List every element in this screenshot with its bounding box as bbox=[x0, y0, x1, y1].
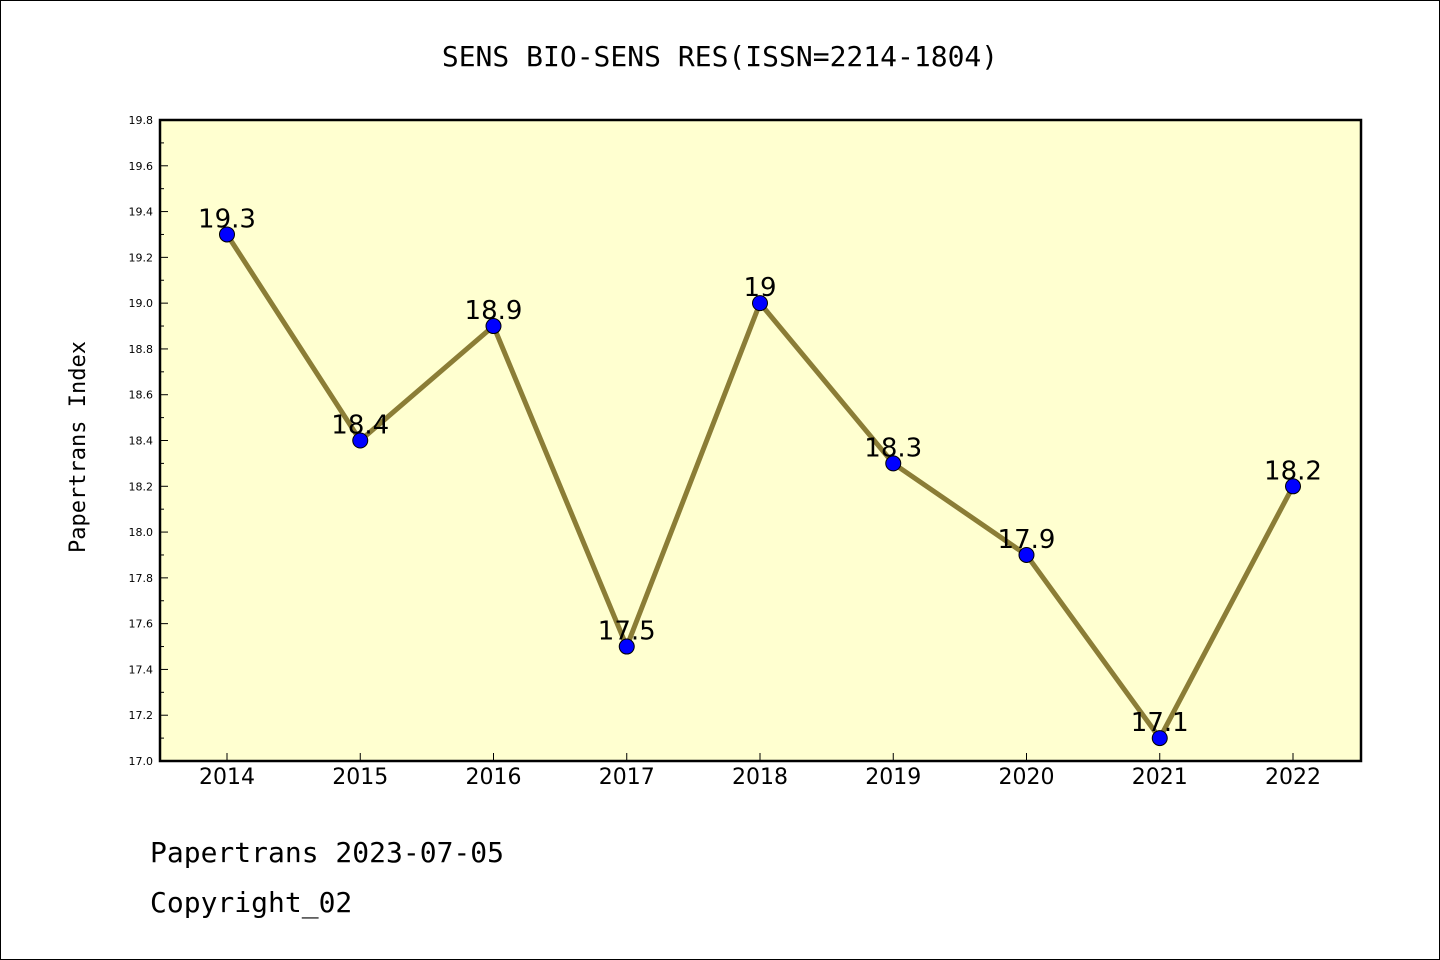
x-tick-label: 2017 bbox=[599, 765, 655, 790]
data-point bbox=[219, 226, 235, 243]
y-tick-label: 19.6 bbox=[129, 160, 154, 173]
y-tick-label: 18.6 bbox=[129, 389, 154, 402]
footer-copyright: Copyright_02 bbox=[150, 886, 353, 919]
data-label: 19 bbox=[743, 273, 776, 303]
data-point bbox=[1285, 478, 1301, 495]
y-tick-label: 18.4 bbox=[129, 435, 154, 448]
y-tick-label: 19.8 bbox=[129, 114, 154, 127]
footer-date-line: Papertrans 2023-07-05 bbox=[150, 836, 505, 869]
y-tick-label: 18.8 bbox=[129, 343, 154, 356]
x-tick-label: 2020 bbox=[999, 765, 1055, 790]
data-label: 18.4 bbox=[331, 411, 389, 441]
data-point bbox=[752, 295, 768, 312]
x-tick-label: 2018 bbox=[732, 765, 788, 790]
chart-title: SENS BIO-SENS RES(ISSN=2214-1804) bbox=[442, 40, 998, 73]
x-tick-label: 2019 bbox=[865, 765, 921, 790]
data-point bbox=[1151, 730, 1168, 747]
data-labels: 19.3 18.4 18.9 17.5 19 18.3 17.9 17.1 18.2 bbox=[198, 204, 1322, 738]
data-label: 18.3 bbox=[864, 433, 922, 463]
y-tick-label: 19.4 bbox=[129, 206, 154, 219]
data-point bbox=[352, 432, 369, 449]
y-axis-label: Papertrans Index bbox=[66, 341, 91, 553]
y-tick-label: 19.0 bbox=[129, 297, 154, 310]
x-tick-label: 2016 bbox=[466, 765, 522, 790]
plot-border bbox=[158, 118, 1363, 763]
data-label: 19.3 bbox=[198, 204, 256, 234]
y-tick-label: 17.2 bbox=[129, 709, 154, 722]
y-tick-label: 17.8 bbox=[129, 572, 154, 585]
x-tick-label: 2015 bbox=[332, 765, 388, 790]
y-axis: 17.0 17.2 17.4 17.6 17.8 18.0 18.2 18.4 18.6 18.8… bbox=[129, 114, 168, 768]
data-label: 17.5 bbox=[598, 617, 656, 647]
y-tick-label: 18.2 bbox=[129, 480, 154, 493]
data-point bbox=[885, 455, 902, 472]
y-tick-label: 17.0 bbox=[129, 755, 154, 768]
data-label: 18.9 bbox=[465, 296, 523, 326]
x-tick-label: 2014 bbox=[199, 765, 255, 790]
y-tick-label: 19.2 bbox=[129, 251, 154, 264]
data-point bbox=[485, 318, 502, 335]
data-point bbox=[1018, 546, 1035, 563]
x-tick-label: 2022 bbox=[1265, 765, 1321, 790]
plot-area bbox=[160, 120, 1361, 761]
data-label: 17.1 bbox=[1131, 708, 1189, 738]
data-label: 17.9 bbox=[998, 525, 1056, 555]
data-point bbox=[618, 638, 635, 655]
series-group bbox=[219, 226, 1301, 747]
y-tick-label: 17.4 bbox=[129, 663, 154, 676]
y-tick-label: 18.0 bbox=[129, 526, 154, 539]
x-tick-label: 2021 bbox=[1132, 765, 1188, 790]
data-label: 18.2 bbox=[1264, 456, 1322, 486]
y-tick-label: 17.6 bbox=[129, 618, 154, 631]
x-axis: 2014 2015 2016 2017 2018 2019 2020 2021 2022 bbox=[199, 753, 1321, 790]
